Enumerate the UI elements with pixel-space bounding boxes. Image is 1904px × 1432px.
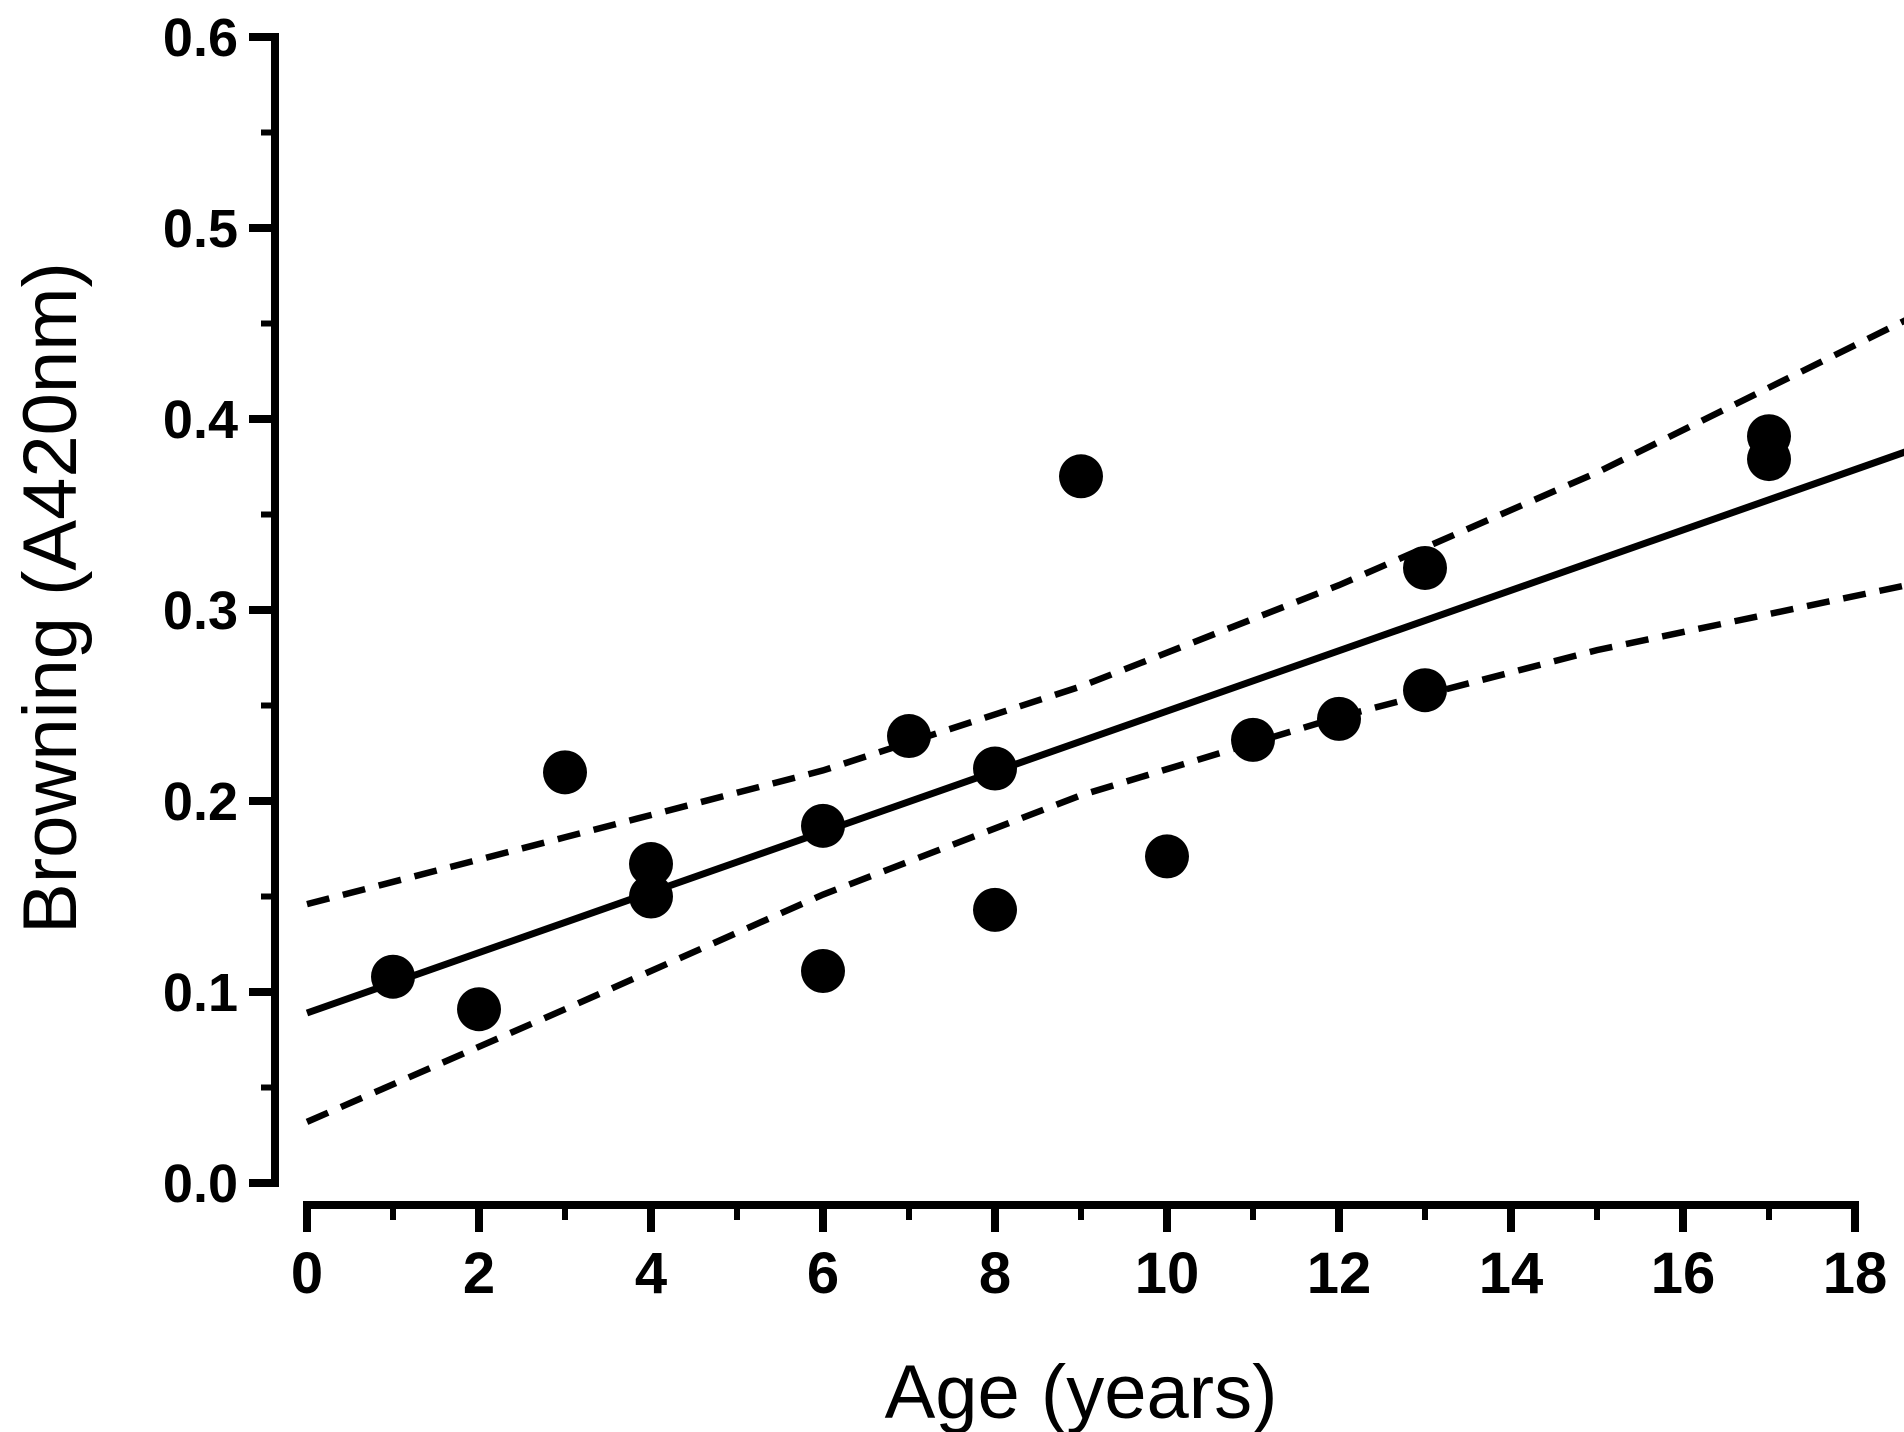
x-tick-label: 8 (979, 1241, 1011, 1306)
data-point (1403, 668, 1447, 713)
ci-lower-line (305, 582, 1904, 1125)
axes-layer: 0.0 0.1 0.2 0.3 0.4 0.5 0.6 0 2 4 6 8 10 12 14 16 18 (163, 8, 1887, 1306)
data-point (1317, 696, 1361, 741)
y-tick-label: 0.6 (163, 8, 238, 68)
data-point (801, 948, 845, 993)
y-tick-label: 0.0 (163, 1154, 238, 1214)
regression-line (305, 448, 1904, 1017)
data-point (1747, 437, 1791, 482)
data-point (629, 874, 673, 919)
data-point (371, 954, 415, 999)
data-point (1059, 454, 1103, 499)
y-tick-label: 0.4 (163, 390, 238, 450)
x-tick-label: 12 (1307, 1241, 1372, 1306)
x-tick-label: 10 (1135, 1241, 1200, 1306)
data-point (887, 714, 931, 759)
ci-upper-line (306, 317, 1904, 908)
data-point (629, 842, 673, 887)
x-axis-title: Age (years) (885, 1350, 1278, 1432)
data-point (457, 987, 501, 1032)
data-point (1231, 717, 1275, 762)
x-tick-label: 6 (807, 1241, 839, 1306)
data-point (1145, 834, 1189, 879)
x-tick-label: 14 (1479, 1241, 1544, 1306)
x-tick-label: 0 (291, 1241, 323, 1306)
y-tick-label: 0.1 (163, 963, 238, 1023)
series-layer (305, 317, 1904, 1125)
data-point (801, 803, 845, 848)
data-point (1403, 545, 1447, 590)
y-axis-title: Browning (A420nm) (8, 262, 93, 934)
x-tick-label: 4 (635, 1241, 667, 1306)
data-point (973, 887, 1017, 932)
data-point (543, 750, 587, 795)
data-point (973, 746, 1017, 791)
x-tick-label: 2 (463, 1241, 495, 1306)
x-tick-label: 16 (1651, 1241, 1716, 1306)
y-tick-label: 0.3 (163, 581, 238, 641)
y-tick-label: 0.5 (163, 199, 238, 259)
x-tick-label: 18 (1823, 1241, 1888, 1306)
y-tick-label: 0.2 (163, 772, 238, 832)
